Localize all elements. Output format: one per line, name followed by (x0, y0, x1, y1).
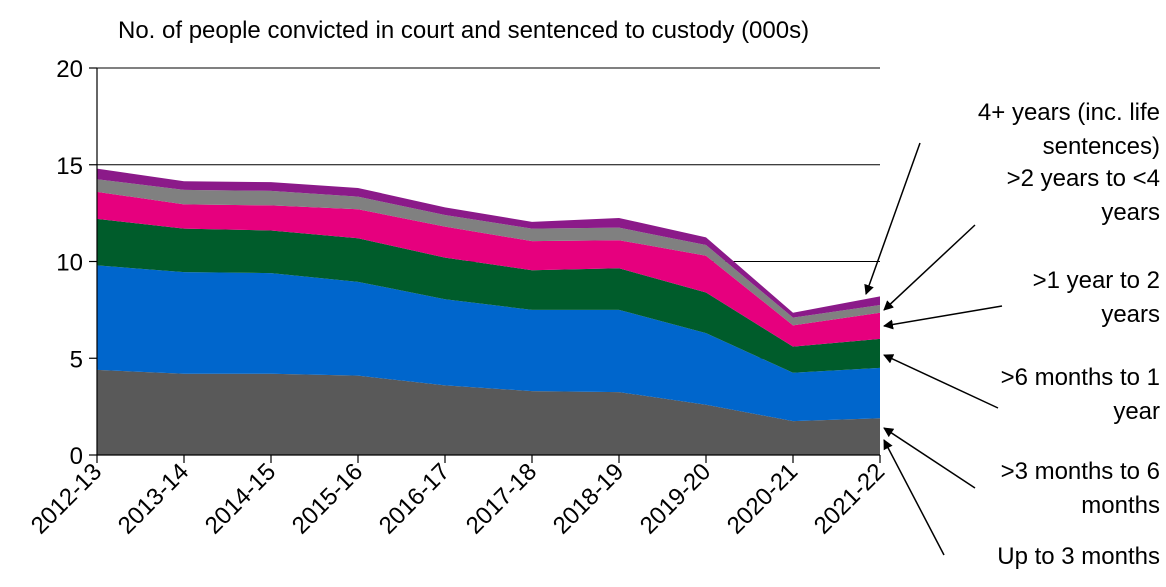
legend-label: Up to 3 months (997, 543, 1160, 570)
y-tick-label: 10 (56, 250, 83, 277)
x-tick-label: 2014-15 (200, 458, 281, 539)
area (97, 191, 880, 347)
area (97, 168, 880, 318)
arrow (883, 305, 1003, 330)
arrow (883, 439, 945, 556)
x-tick-label: 2021-22 (809, 458, 890, 539)
x-tick-label: 2015-16 (287, 458, 368, 539)
y-tick-label: 0 (70, 443, 83, 470)
arrow (883, 224, 976, 311)
legend-label: >2 years to <4 years (1006, 165, 1160, 226)
x-tick-label: 2017-18 (461, 458, 542, 539)
arrow (883, 427, 976, 489)
x-tick-label: 2020-21 (722, 458, 803, 539)
x-tick-label: 2018-19 (548, 458, 629, 539)
area (97, 218, 880, 373)
x-tick-label: 2019-20 (635, 458, 716, 539)
chart-title: No. of people convicted in court and sen… (118, 17, 809, 44)
arrow (864, 142, 921, 295)
area (97, 265, 880, 422)
area (97, 369, 880, 455)
x-tick-label: 2012-13 (26, 458, 107, 539)
legend-label: >6 months to 1 year (1000, 364, 1160, 425)
x-tick-label: 2013-14 (113, 458, 194, 539)
legend-label: >1 year to 2 years (1032, 267, 1160, 328)
y-tick-label: 20 (56, 56, 83, 83)
area (97, 179, 880, 326)
arrow (883, 354, 999, 409)
x-tick-label: 2016-17 (374, 458, 455, 539)
y-tick-label: 5 (70, 346, 83, 373)
legend-label: >3 months to 6 months (1000, 458, 1160, 519)
y-tick-label: 15 (56, 153, 83, 180)
legend-label: 4+ years (inc. life sentences) (977, 99, 1160, 160)
arrows (864, 142, 1003, 556)
